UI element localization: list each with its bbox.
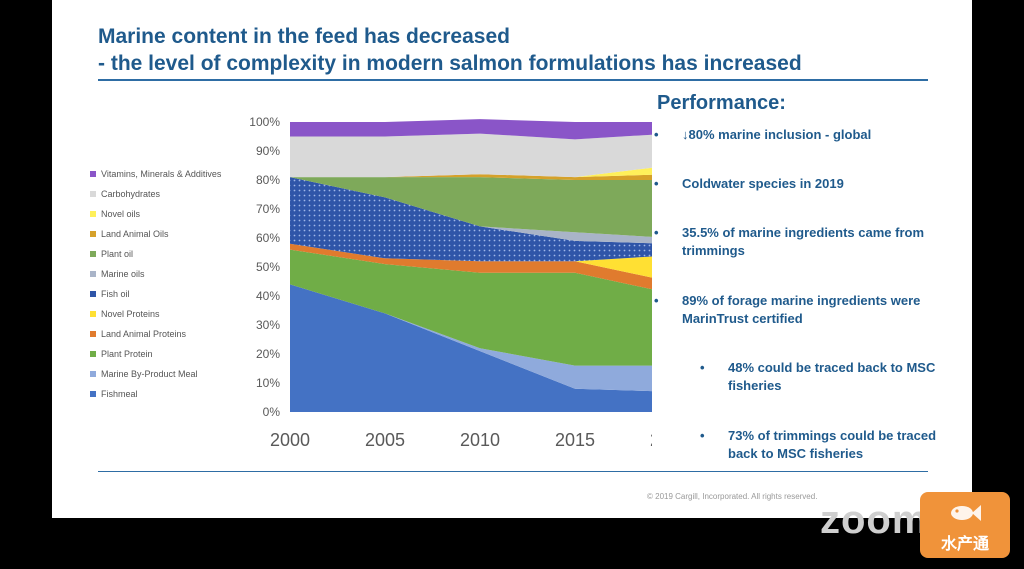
bullet-dot: • <box>654 176 659 191</box>
bullet-text: Coldwater species in 2019 <box>682 176 844 191</box>
legend-swatch <box>90 211 96 217</box>
legend-item: Novel oils <box>90 208 140 220</box>
legend-swatch <box>90 331 96 337</box>
legend-item: Novel Proteins <box>90 308 160 320</box>
bullet-item: • ↓80% marine inclusion - global <box>654 126 952 144</box>
area-series-1 <box>290 284 652 392</box>
area-series-10 <box>290 133 652 178</box>
legend-swatch <box>90 191 96 197</box>
performance-heading: Performance: <box>657 92 786 114</box>
bullet-text: 35.5% of marine ingredients came from tr… <box>682 225 925 258</box>
legend-item: Fishmeal <box>90 388 138 400</box>
logo-text: 水产通 <box>940 536 989 553</box>
fish-icon <box>951 505 981 521</box>
y-tick-label: 90% <box>256 144 280 158</box>
legend-label: Vitamins, Minerals & Additives <box>101 169 222 179</box>
bullet-dot: • <box>700 360 705 375</box>
legend-swatch <box>90 171 96 177</box>
y-tick-label: 80% <box>256 173 280 187</box>
legend-swatch <box>90 251 96 257</box>
legend-label: Land Animal Oils <box>101 229 169 239</box>
legend-swatch <box>90 231 96 237</box>
legend-swatch <box>90 271 96 277</box>
legend-item: Vitamins, Minerals & Additives <box>90 168 221 180</box>
bullet-text: 89% of forage marine ingredients were Ma… <box>682 293 921 326</box>
sub-bullet-text: 73% of trimmings could be traced back to… <box>728 428 937 461</box>
bullet-dot: • <box>654 127 659 142</box>
legend-item: Plant Protein <box>90 348 153 360</box>
legend-label: Marine oils <box>101 269 145 279</box>
bullet-item: • Coldwater species in 2019 <box>654 175 952 193</box>
slide: Marine content in the feed has decreased… <box>52 0 972 518</box>
legend-item: Fish oil <box>90 288 130 300</box>
legend-item: Marine oils <box>90 268 145 280</box>
legend-swatch <box>90 291 96 297</box>
y-tick-label: 10% <box>256 376 280 390</box>
area-series-6 <box>290 177 652 244</box>
bullet-dot: • <box>700 428 705 443</box>
bullet-dot: • <box>654 293 659 308</box>
x-tick-label: 2020 <box>650 430 652 450</box>
legend-item: Land Animal Proteins <box>90 328 186 340</box>
legend-swatch <box>90 351 96 357</box>
sub-bullet-item: • 48% could be traced back to MSC fisher… <box>700 359 948 395</box>
legend-label: Fish oil <box>101 289 130 299</box>
x-tick-label: 2000 <box>270 430 310 450</box>
legend-label: Plant Protein <box>101 349 153 359</box>
zoom-watermark: zoom <box>820 498 929 542</box>
legend-label: Carbohydrates <box>101 189 161 199</box>
x-tick-label: 2005 <box>365 430 405 450</box>
legend-label: Novel oils <box>101 209 141 219</box>
slide-title-line2: - the level of complexity in modern salm… <box>98 52 802 75</box>
bullet-item: • 35.5% of marine ingredients came from … <box>654 224 942 260</box>
stacked-area-chart: 0% 10% 20% 30% 40% 50% 60% 70% 80% 90% 100% 2000 200… <box>249 115 652 450</box>
y-tick-label: 20% <box>256 347 280 361</box>
y-tick-label: 30% <box>256 318 280 332</box>
y-tick-label: 0% <box>263 405 281 419</box>
area-series-11 <box>290 119 652 140</box>
legend-item: Plant oil <box>90 248 133 260</box>
y-tick-label: 40% <box>256 289 280 303</box>
legend-swatch <box>90 391 96 397</box>
legend-item: Carbohydrates <box>90 188 160 200</box>
x-tick-label: 2015 <box>555 430 595 450</box>
copyright-notice: © 2019 Cargill, Incorporated. All rights… <box>647 492 818 501</box>
y-tick-label: 70% <box>256 202 280 216</box>
title-divider <box>98 79 928 81</box>
x-tick-label: 2010 <box>460 430 500 450</box>
bullet-dot: • <box>654 225 659 240</box>
legend-label: Plant oil <box>101 249 134 259</box>
slide-title-line1: Marine content in the feed has decreased <box>98 25 510 48</box>
legend-swatch <box>90 311 96 317</box>
bullet-item: • 89% of forage marine ingredients were … <box>654 292 942 328</box>
sub-bullet-item: • 73% of trimmings could be traced back … <box>700 427 948 463</box>
y-tick-label: 60% <box>256 231 280 245</box>
legend-label: Fishmeal <box>101 389 138 399</box>
area-series-0 <box>290 284 652 412</box>
legend-label: Marine By-Product Meal <box>101 369 198 379</box>
y-tick-label: 50% <box>256 260 280 274</box>
area-series-5 <box>290 177 652 262</box>
y-tick-label: 100% <box>249 115 280 129</box>
area-series-7 <box>290 177 652 237</box>
legend-label: Novel Proteins <box>101 309 160 319</box>
legend-item: Marine By-Product Meal <box>90 368 198 380</box>
footer-divider <box>98 471 928 472</box>
area-series-2 <box>290 249 652 366</box>
legend-swatch <box>90 371 96 377</box>
area-series-3 <box>290 243 652 290</box>
legend-label: Land Animal Proteins <box>101 329 187 339</box>
sub-bullet-text: 48% could be traced back to MSC fisherie… <box>728 360 936 393</box>
app-logo-badge: 水产通 <box>920 492 1010 558</box>
bullet-text: ↓80% marine inclusion - global <box>682 127 872 142</box>
legend-item: Land Animal Oils <box>90 228 169 240</box>
